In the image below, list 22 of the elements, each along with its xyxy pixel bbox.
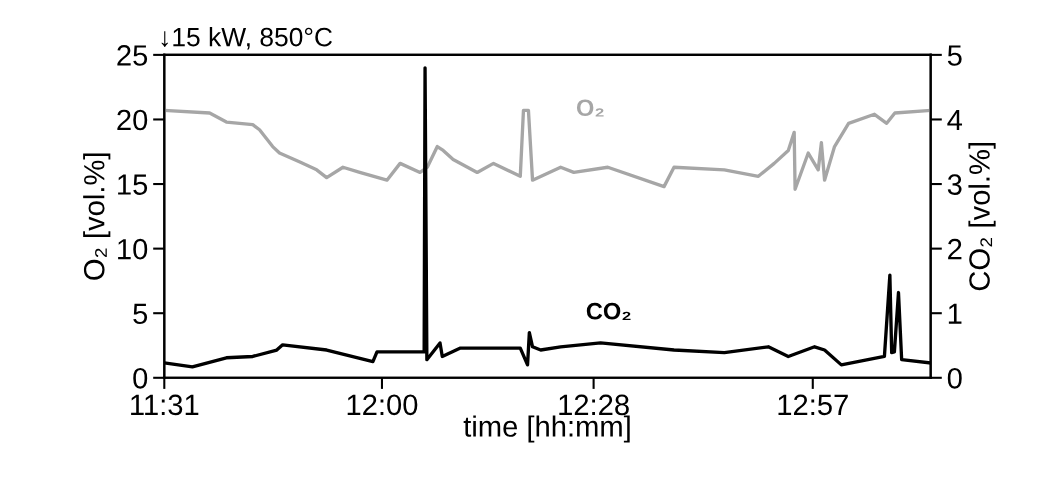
y2-tick-label: 3 (947, 174, 962, 195)
y-tick-label: 20 (117, 109, 148, 131)
y2-tick-label: 5 (947, 45, 962, 66)
x-tick-label: 12:00 (347, 394, 418, 416)
y-tick-label: 10 (118, 238, 148, 260)
series-label: CO₂ (586, 302, 631, 321)
y-axis-title: O₂ [vol.%] (83, 153, 111, 280)
text: O₂ (576, 99, 604, 117)
y-tick-label: 0 (133, 367, 148, 389)
x-tick-label: 11:31 (131, 394, 199, 416)
y2-axis-title: CO₂ [vol.%] (968, 143, 996, 291)
y2-tick-label: 0 (947, 367, 962, 389)
y2-tick-label: 2 (948, 238, 962, 260)
x-tick-label: 12:28 (559, 394, 629, 416)
y-tick-label: 15 (118, 174, 148, 195)
x-axis-title: time [hh:mm] (463, 415, 630, 443)
text: ↓15 kW, 850°C (161, 27, 332, 50)
y-tick-label: 25 (117, 45, 148, 66)
y-tick-label: 5 (133, 303, 148, 325)
y2-tick-label: 1 (948, 303, 962, 324)
y2-tick-label: 4 (947, 109, 963, 131)
x-tick-label: 12:57 (778, 394, 848, 416)
